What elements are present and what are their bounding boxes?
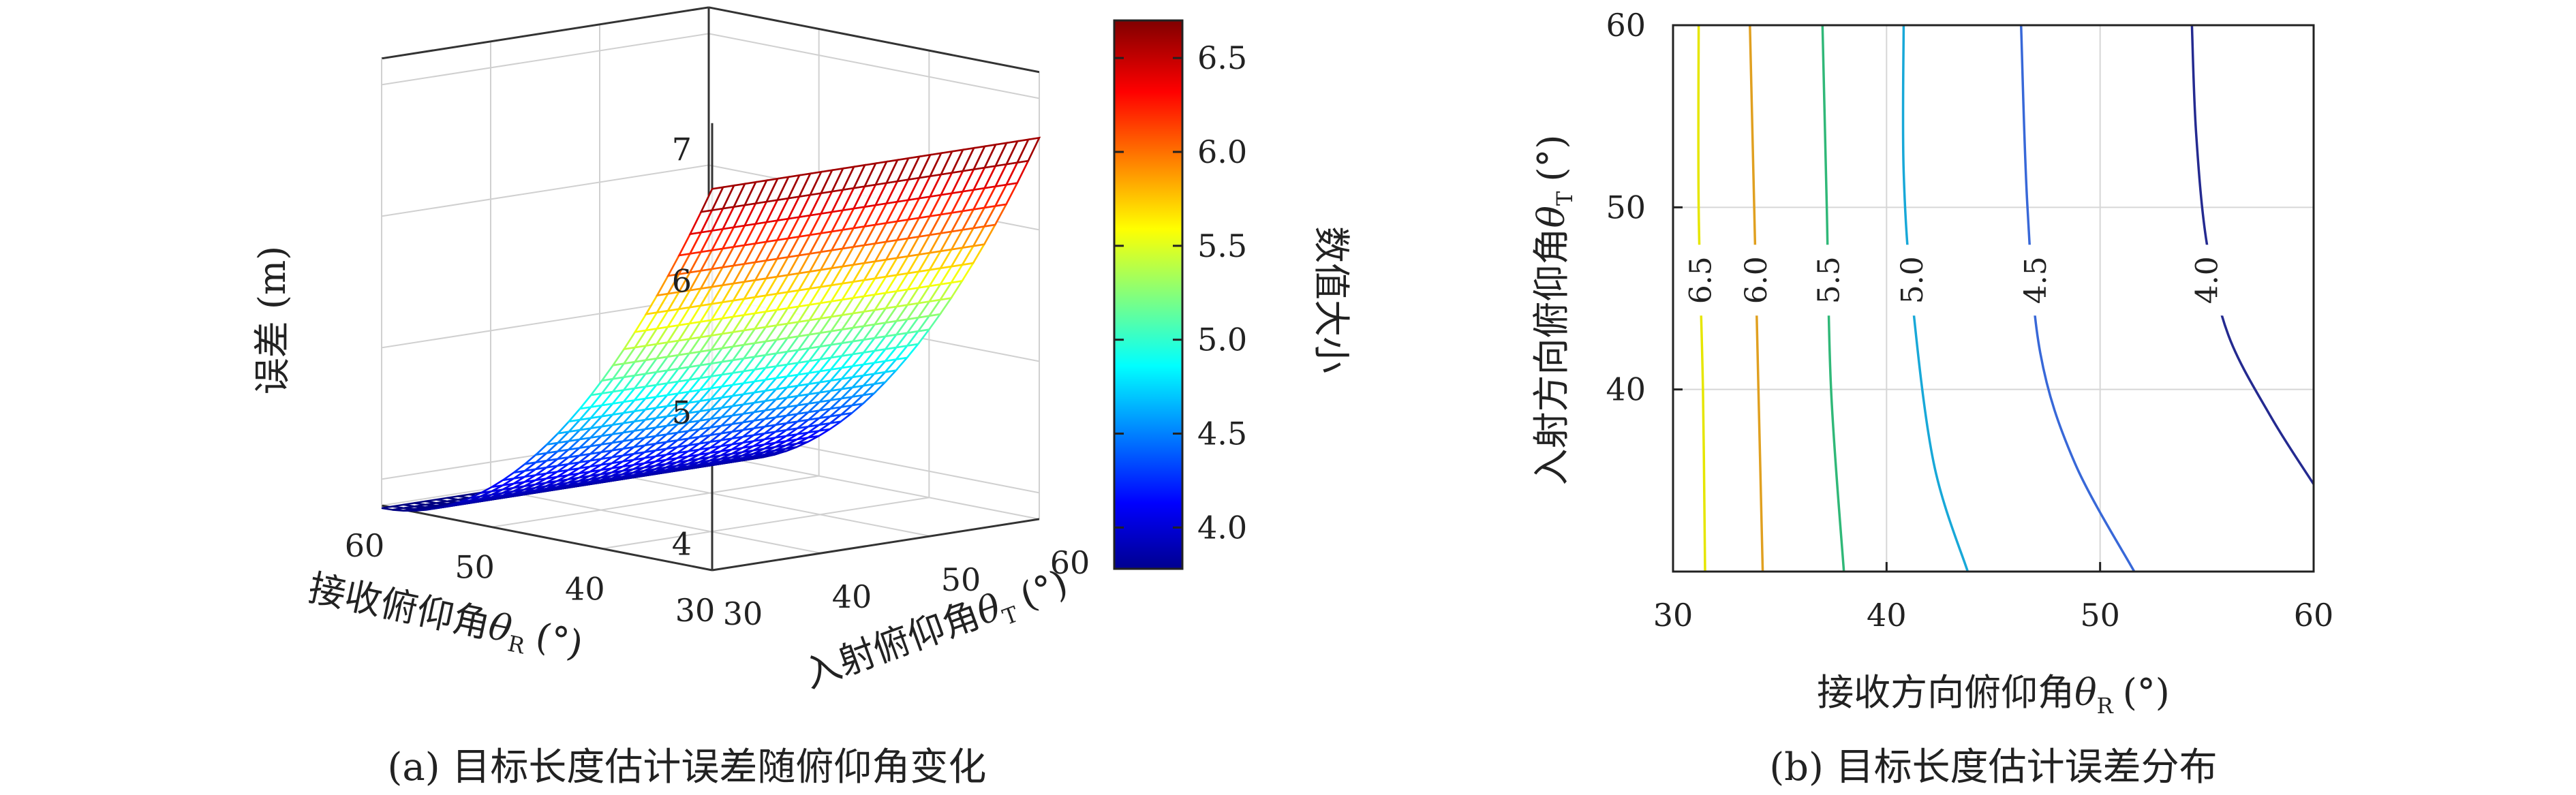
box-edge bbox=[381, 504, 713, 572]
contour-label: 4.0 bbox=[2190, 256, 2224, 304]
contour-lines: 6.5 6.0 5.5 5.0 4.5 4.0 bbox=[1683, 25, 2315, 572]
gridline bbox=[602, 497, 930, 550]
gridline bbox=[381, 33, 709, 86]
colorbar-ticks: 4.0 4.5 5.0 5.5 6.0 6.5 bbox=[1114, 40, 1247, 546]
contour-label: 6.0 bbox=[1739, 256, 1774, 304]
contour-plot-panel: 6.5 6.0 5.5 5.0 4.5 4.0 30 40 50 60 40 50 60 接收方向俯… bbox=[1530, 7, 2333, 790]
box-edge bbox=[711, 518, 1040, 572]
gridline bbox=[490, 488, 822, 554]
z-tick-label: 4 bbox=[672, 525, 692, 562]
contour-y-tick-labels: 40 50 60 bbox=[1606, 7, 1683, 408]
y-tick-label: 40 bbox=[832, 578, 872, 615]
contour-y-axis-label: 入射方向俯仰角θT(°) bbox=[1530, 135, 1578, 486]
caption-b: (b) 目标长度估计误差分布 bbox=[1769, 745, 2217, 790]
contour-label-gap bbox=[1811, 245, 1847, 316]
z-tick-labels: 4 5 6 7 bbox=[672, 131, 692, 562]
z-tick-label: 5 bbox=[672, 394, 692, 431]
contour-label: 6.5 bbox=[1684, 256, 1719, 304]
contour-x-axis-label: 接收方向俯仰角θR (°) bbox=[1817, 671, 2170, 719]
box-edge bbox=[708, 6, 1040, 74]
colorbar-tick-label: 6.0 bbox=[1197, 134, 1247, 170]
surface-plot-panel: 4 5 6 7 30 40 50 60 30 40 50 60 误差 (m) 接收俯仰角θR (°)… bbox=[251, 6, 1353, 790]
y-tick-label: 50 bbox=[1606, 189, 1646, 225]
contour-label-gap bbox=[2017, 245, 2053, 316]
gridline bbox=[381, 164, 709, 217]
y-tick-label: 50 bbox=[941, 561, 981, 598]
x-tick-labels: 30 40 50 60 bbox=[345, 527, 716, 629]
contour-label-gap bbox=[1894, 245, 1930, 316]
surface-cell bbox=[699, 186, 725, 213]
colorbar-tick-label: 5.0 bbox=[1197, 322, 1247, 358]
gridline bbox=[708, 33, 1040, 99]
y-tick-label: 30 bbox=[723, 595, 763, 632]
colorbar-tick-label: 4.0 bbox=[1197, 509, 1247, 546]
colorbar-tick-label: 5.5 bbox=[1197, 228, 1247, 264]
z-tick-label: 6 bbox=[672, 262, 692, 299]
contour-label: 4.5 bbox=[2019, 256, 2053, 304]
x-tick-label: 50 bbox=[455, 549, 495, 586]
colorbar bbox=[1113, 19, 1184, 570]
y-tick-labels: 30 40 50 60 bbox=[723, 544, 1090, 632]
contour-label: 5.5 bbox=[1812, 256, 1847, 304]
y-tick-label: 60 bbox=[1606, 7, 1646, 44]
surface-mesh bbox=[381, 136, 1041, 512]
x-tick-label: 30 bbox=[675, 592, 716, 629]
gridline bbox=[599, 471, 931, 537]
contour-x-tick-labels: 30 40 50 60 bbox=[1653, 562, 2334, 634]
colorbar-tick-label: 4.5 bbox=[1197, 416, 1247, 452]
x-tick-label: 60 bbox=[345, 527, 385, 564]
contour-line bbox=[2019, 25, 2136, 572]
contour-label: 5.0 bbox=[1895, 256, 1930, 304]
gridline bbox=[491, 475, 819, 528]
x-tick-label: 40 bbox=[565, 570, 605, 607]
x-tick-label: 30 bbox=[1653, 597, 1693, 634]
x-axis-label: 接收俯仰角θR (°) bbox=[304, 566, 587, 671]
caption-a: (a) 目标长度估计误差随俯仰角变化 bbox=[388, 745, 987, 790]
z-axis-label: 误差 (m) bbox=[251, 246, 294, 395]
box-edge bbox=[381, 6, 709, 60]
contour-label-gap bbox=[1738, 245, 1775, 316]
contour-label-gap bbox=[2189, 245, 2225, 316]
x-tick-label: 50 bbox=[2080, 597, 2120, 634]
contour-label-gap bbox=[1683, 245, 1719, 316]
y-tick-label: 60 bbox=[1050, 544, 1090, 581]
y-tick-label: 40 bbox=[1606, 371, 1646, 408]
contour-plot-frame bbox=[1672, 24, 2315, 573]
z-tick-label: 7 bbox=[672, 131, 692, 168]
colorbar-label: 数值大小 bbox=[1310, 226, 1353, 373]
x-tick-label: 60 bbox=[2294, 597, 2334, 634]
gridline bbox=[708, 454, 1040, 520]
x-tick-label: 40 bbox=[1867, 597, 1907, 634]
colorbar-tick-label: 6.5 bbox=[1197, 40, 1247, 76]
